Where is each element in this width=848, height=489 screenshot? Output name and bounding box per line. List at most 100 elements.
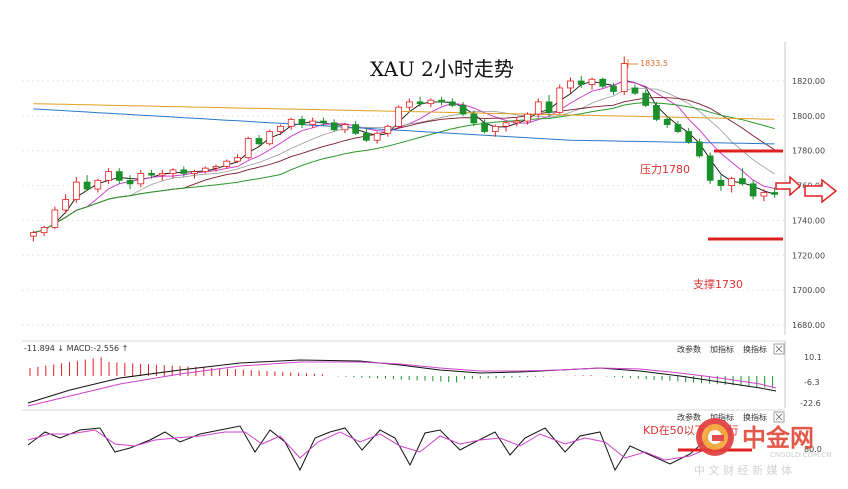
moving-average-lines (33, 79, 775, 234)
arrow-right-icon (804, 178, 838, 204)
candle-body (298, 118, 306, 125)
candle-body (631, 87, 639, 94)
candle-body (642, 92, 650, 106)
candle-body (685, 131, 693, 143)
candle-body (577, 80, 585, 85)
y-tick-label: 1680.00 (792, 321, 825, 330)
candle-body (169, 169, 177, 174)
candle-body (352, 124, 360, 134)
candlesticks (30, 56, 778, 242)
y-tick-labels: 1820.001800.001780.001760.001740.001720.… (792, 77, 825, 330)
support-label: 支撑1730 (693, 277, 743, 291)
candle-body (277, 125, 284, 132)
kd-k-line (27, 425, 715, 472)
candle-body (481, 122, 488, 132)
watermark-slogan: 中 文 财 经 新 媒 体 (694, 463, 792, 477)
candle-body (384, 125, 392, 134)
candle-body (524, 113, 531, 122)
candle-body (663, 118, 671, 125)
macd-menu-switch[interactable]: 换指标 (743, 344, 767, 354)
candle-body (51, 209, 59, 228)
candle-body (610, 85, 617, 92)
macd-menu-add[interactable]: 加指标 (710, 344, 734, 354)
candle-body (674, 124, 682, 132)
peak-label: 1833.5 (640, 59, 668, 68)
chart-title: XAU 2小时走势 (370, 57, 514, 81)
macd-histogram (29, 357, 774, 389)
candle-body (330, 122, 338, 131)
macd-close-button[interactable] (773, 343, 785, 355)
macd-dif-line (27, 359, 777, 404)
y-tick-label: 1740.00 (792, 216, 825, 225)
macd-menu-params[interactable]: 改参数 (677, 344, 701, 354)
kd-menu-switch[interactable]: 换指标 (743, 412, 767, 422)
kd-menu-params[interactable]: 改参数 (677, 412, 701, 422)
candle-body (137, 172, 145, 185)
candle-body (201, 167, 209, 173)
candle-body (653, 105, 660, 120)
watermark-name: 中金网 (742, 424, 814, 452)
candle-body (223, 160, 231, 167)
candle-body (416, 101, 424, 105)
candle-body (459, 105, 467, 115)
resistance-label: 压力1780 (640, 163, 690, 176)
candle-body (244, 138, 252, 159)
candle-body (255, 138, 263, 145)
kd-d-line (27, 429, 715, 461)
candle-body (706, 155, 714, 181)
y-tick-label: 1720.00 (792, 251, 825, 260)
candle-body (373, 132, 381, 141)
candle-body (448, 101, 456, 106)
candle-body (567, 80, 574, 89)
watermark: 中金网 CNGOLD.COM.CN 中 文 财 经 新 媒 体 (694, 418, 831, 477)
candle-body (406, 101, 413, 108)
kd-menu-add[interactable]: 加指标 (710, 412, 734, 422)
candle-body (739, 178, 746, 185)
macd-tick-2: -22.6 (800, 399, 821, 408)
candle-body (30, 232, 37, 237)
ma-line-orange (33, 103, 775, 120)
candle-body (341, 124, 349, 131)
candle-body (309, 120, 317, 125)
candle-body (287, 118, 295, 127)
candle-body (556, 87, 564, 113)
macd-panel: -11.894 ↓ MACD:-2.556 ↑ 改参数 加指标 换指标 10.1… (22, 340, 822, 408)
ma-line-blue (33, 108, 775, 145)
candle-body (717, 179, 725, 186)
macd-tick-1: -6.3 (804, 378, 820, 387)
macd-dea-line (27, 361, 777, 407)
candle-body (126, 179, 134, 185)
y-tick-label: 1820.00 (792, 77, 825, 86)
ma-line-grey (33, 87, 775, 233)
candle-body (599, 78, 607, 87)
peak-marker: 1833.5 (627, 59, 668, 68)
ma-line-green (33, 101, 775, 234)
candle-body (427, 99, 435, 105)
watermark-logo-icon (696, 418, 734, 456)
main-panel: 1820.001800.001780.001760.001740.001720.… (22, 42, 838, 335)
candle-body (513, 120, 521, 124)
y-tick-label: 1780.00 (792, 147, 825, 156)
candle-body (395, 106, 402, 127)
candle-body (728, 178, 736, 186)
macd-tick-0: 10.1 (804, 353, 822, 362)
kd-close-button[interactable] (773, 411, 785, 423)
candle-body (363, 132, 370, 141)
candle-body (470, 113, 478, 124)
y-tick-label: 1700.00 (792, 286, 825, 295)
candle-body (534, 101, 542, 115)
candle-body (62, 199, 69, 211)
candle-body (320, 120, 327, 124)
candle-body (83, 181, 91, 190)
arrow-left-icon (775, 175, 802, 197)
candle-body (234, 157, 241, 162)
candle-body (115, 171, 123, 181)
candle-body (148, 172, 155, 176)
y-tick-label: 1800.00 (792, 112, 825, 121)
candle-body (191, 171, 198, 174)
macd-header: -11.894 ↓ MACD:-2.556 ↑ (24, 344, 128, 353)
candle-body (502, 122, 510, 127)
candle-body (105, 171, 112, 181)
candle-body (749, 183, 757, 197)
watermark-domain: CNGOLD.COM.CN (770, 451, 831, 459)
